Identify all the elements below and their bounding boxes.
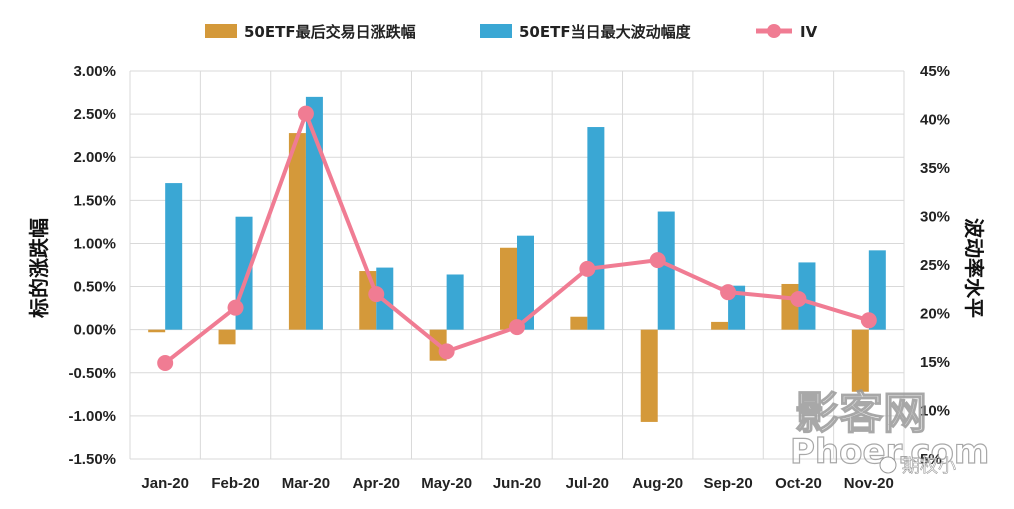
iv-point — [860, 312, 877, 329]
left-tick-label: -1.50% — [68, 451, 116, 468]
x-tick-label: Nov-20 — [844, 475, 894, 492]
legend-label-iv: IV — [800, 23, 818, 41]
x-tick-label: Oct-20 — [775, 475, 822, 492]
right-tick-label: 10% — [920, 403, 950, 420]
left-tick-label: 0.50% — [73, 279, 116, 296]
x-tick-label: Mar-20 — [282, 475, 330, 492]
left-tick-label: 1.00% — [73, 235, 116, 252]
left-tick-label: 3.00% — [73, 63, 116, 80]
iv-line-series — [157, 105, 877, 371]
right-tick-label: 30% — [920, 209, 950, 226]
right-axis-title: 波动率水平 — [962, 218, 986, 318]
legend-swatch-last-day-change — [205, 24, 237, 38]
legend: 50ETF最后交易日涨跌幅 50ETF当日最大波动幅度 IV — [205, 23, 818, 41]
x-tick-label: Jan-20 — [141, 475, 189, 492]
iv-point — [438, 343, 455, 360]
right-tick-label: 5% — [920, 451, 942, 468]
bar-last-day-change — [781, 283, 799, 330]
bar-series — [148, 96, 886, 422]
right-tick-label: 45% — [920, 63, 950, 80]
bar-last-day-change — [218, 329, 236, 345]
watermark-account: 期权小 — [902, 456, 956, 477]
left-axis-ticks: 3.00% 2.50% 2.00% 1.50% 1.00% 0.50% 0.00% -0.50… — [68, 63, 116, 468]
legend-marker-iv — [767, 24, 781, 38]
watermark-logo-text: 影客网 — [795, 388, 927, 439]
x-tick-label: Jun-20 — [493, 475, 541, 492]
x-tick-label: Jul-20 — [566, 475, 609, 492]
legend-swatch-max-range — [480, 24, 512, 38]
x-axis-labels: Jan-20 Feb-20 Mar-20 Apr-20 May-20 Jun-20 Jul-… — [141, 475, 893, 492]
bar-last-day-change — [711, 321, 729, 330]
right-tick-label: 35% — [920, 160, 950, 177]
iv-point — [297, 105, 314, 122]
left-tick-label: 2.00% — [73, 149, 116, 166]
left-tick-label: 2.50% — [73, 106, 116, 123]
iv-point — [649, 252, 666, 269]
x-tick-label: Apr-20 — [353, 475, 401, 492]
bar-max-range — [517, 235, 534, 330]
bar-last-day-change — [148, 329, 166, 333]
bar-last-day-change — [851, 329, 869, 392]
bar-max-range — [305, 96, 323, 330]
x-tick-label: Aug-20 — [632, 475, 683, 492]
right-axis-ticks: 45% 40% 35% 30% 25% 20% 15% 10% 5% — [920, 63, 950, 468]
left-tick-label: -0.50% — [68, 365, 116, 382]
bar-max-range — [446, 274, 464, 330]
bar-max-range — [868, 250, 886, 330]
legend-label-last-day-change: 50ETF最后交易日涨跌幅 — [244, 23, 416, 41]
x-tick-label: May-20 — [421, 475, 472, 492]
right-tick-label: 20% — [920, 306, 950, 323]
watermark-wechat-icon — [879, 456, 897, 474]
iv-point — [509, 319, 525, 336]
x-tick-label: Sep-20 — [703, 475, 752, 492]
iv-point — [227, 299, 244, 316]
bar-last-day-change — [288, 133, 306, 330]
bar-max-range — [657, 211, 675, 330]
right-tick-label: 40% — [920, 112, 950, 129]
iv-point — [720, 284, 737, 301]
iv-point — [157, 354, 174, 371]
bar-last-day-change — [640, 329, 658, 422]
legend-label-max-range: 50ETF当日最大波动幅度 — [519, 23, 692, 41]
left-tick-label: -1.00% — [68, 408, 116, 425]
right-tick-label: 15% — [920, 354, 950, 371]
right-tick-label: 25% — [920, 257, 950, 274]
bar-last-day-change — [500, 247, 517, 330]
bar-max-range — [798, 262, 816, 330]
bar-max-range — [165, 183, 183, 330]
iv-point — [579, 260, 596, 277]
left-tick-label: 0.00% — [73, 322, 116, 339]
left-axis-title: 标的涨跌幅 — [27, 218, 51, 318]
bar-max-range — [587, 127, 605, 330]
bar-last-day-change — [570, 316, 588, 330]
left-tick-label: 1.50% — [73, 192, 116, 209]
x-tick-label: Feb-20 — [211, 475, 259, 492]
iv-point — [790, 290, 807, 307]
watermark: 影客网 Phoer.com 期权小 — [789, 387, 990, 477]
iv-point — [368, 286, 385, 303]
